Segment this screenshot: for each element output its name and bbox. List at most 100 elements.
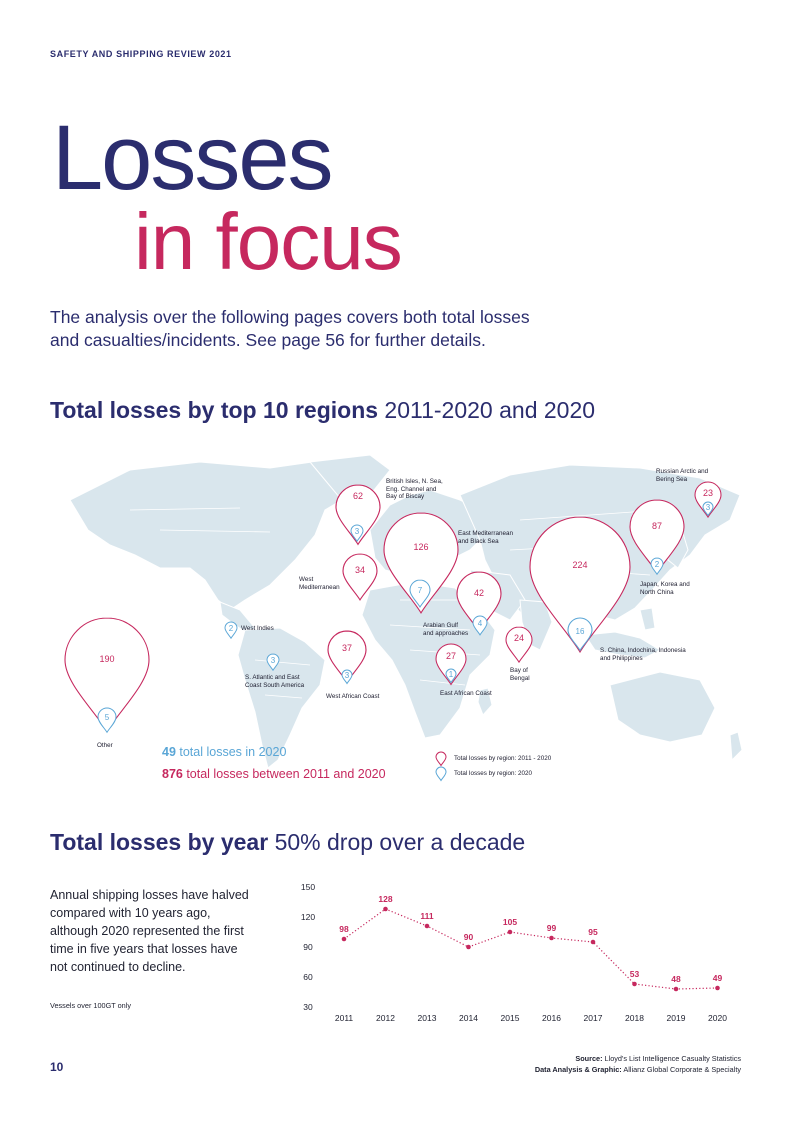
stat-2020: 49 total losses in 2020 [162, 745, 287, 759]
data-point [507, 929, 513, 935]
data-point [632, 981, 637, 987]
data-point [383, 906, 388, 912]
data-label: 111 [420, 911, 434, 921]
data-point [424, 923, 430, 929]
label-japan: Japan, Korea and North China [640, 581, 690, 596]
north-america-shape [69, 457, 371, 611]
south-america-shape [237, 627, 326, 769]
label-westindies: West Indies [241, 625, 274, 632]
y-tick-label: 90 [303, 942, 313, 952]
x-tick-label: 2020 [708, 1013, 727, 1023]
value-british-2020: 3 [355, 527, 360, 536]
value-westafrica-decade: 37 [342, 643, 352, 653]
label-russian: Russian Arctic and Bering Sea [656, 468, 709, 483]
value-westmed-decade: 34 [355, 565, 365, 575]
label-satlantic: S. Atlantic and East Coast South America [245, 674, 305, 689]
x-tick-label: 2017 [584, 1013, 603, 1023]
australia-shape [609, 671, 716, 743]
philippines-shape [639, 607, 656, 631]
year-section-title: Total losses by year 50% drop over a dec… [50, 829, 525, 856]
value-japan-decade: 87 [652, 521, 662, 531]
value-russian-2020: 3 [706, 503, 711, 512]
value-eastmed-2020: 7 [418, 586, 423, 595]
header-label: SAFETY AND SHIPPING REVIEW 2021 [50, 49, 232, 59]
label-westafrica: West African Coast [326, 693, 380, 700]
legend-2020-icon [436, 767, 446, 781]
value-westafrica-2020: 3 [345, 671, 350, 680]
data-label: 48 [671, 974, 681, 984]
value-schina-2020: 16 [576, 627, 585, 636]
y-tick-label: 120 [301, 912, 315, 922]
regions-section-title: Total losses by top 10 regions 2011-2020… [50, 397, 595, 424]
data-label: 53 [630, 969, 640, 979]
x-tick-label: 2011 [335, 1013, 354, 1023]
data-label: 49 [713, 973, 723, 983]
data-point [341, 936, 347, 942]
regions-title-rest: 2011-2020 and 2020 [378, 397, 596, 423]
page-title-line2: in focus [134, 197, 403, 286]
label-eastmed: East Mediterranean and Black Sea [458, 530, 513, 545]
source-credit: Source: Lloyd's List Intelligence Casual… [534, 1054, 741, 1074]
value-eastmed-decade: 126 [413, 542, 428, 552]
data-point [590, 939, 596, 945]
x-tick-label: 2012 [376, 1013, 395, 1023]
data-label: 99 [547, 923, 557, 933]
value-arabian-2020: 4 [478, 619, 483, 628]
value-eastafrica-2020: 1 [449, 670, 454, 679]
label-british: British Isles, N. Sea, Eng. Channel and … [386, 478, 443, 500]
y-tick-label: 30 [303, 1002, 313, 1012]
x-tick-label: 2018 [625, 1013, 644, 1023]
data-label: 98 [339, 924, 349, 934]
label-bengal: Bay of Bengal [510, 667, 530, 682]
legend-decade-label: Total losses by region: 2011 - 2020 [454, 755, 552, 762]
year-title-bold: Total losses by year [50, 829, 269, 855]
x-tick-label: 2016 [542, 1013, 561, 1023]
label-eastafrica: East African Coast [440, 690, 492, 697]
year-title-rest: 50% drop over a decade [268, 829, 526, 855]
series-line [343, 908, 718, 990]
value-japan-2020: 2 [655, 560, 660, 569]
page-title-line1: Losses [52, 107, 333, 209]
value-arabian-decade: 42 [474, 588, 484, 598]
x-tick-label: 2014 [459, 1013, 478, 1023]
value-russian-decade: 23 [703, 488, 713, 498]
data-label: 95 [588, 927, 598, 937]
intro-line1: The analysis over the following pages co… [50, 307, 530, 327]
intro-line2: and casualties/incidents. See page 56 fo… [50, 330, 486, 350]
value-westindies-2020: 2 [229, 624, 234, 633]
data-point [673, 986, 679, 992]
losses-by-year-chart: 150 120 90 60 30 2011 2012 2013 2014 2015 2016 2017… [301, 882, 727, 1023]
new-zealand-shape [729, 731, 743, 762]
label-arabian: Arabian Gulf and approaches [423, 622, 469, 637]
value-british-decade: 62 [353, 491, 363, 501]
page-number: 10 [50, 1060, 64, 1074]
label-schina: S. China, Indochina, Indonesia and Phili… [600, 647, 686, 662]
regions-title-bold: Total losses by top 10 regions [50, 397, 379, 423]
value-schina-decade: 224 [572, 560, 587, 570]
legend-decade-icon [436, 752, 446, 766]
label-other: Other [97, 742, 113, 749]
x-tick-label: 2019 [667, 1013, 686, 1023]
data-label: 128 [378, 894, 392, 904]
value-bengal-decade: 24 [514, 633, 524, 643]
y-tick-label: 150 [301, 882, 315, 892]
value-satlantic-2020: 3 [271, 656, 276, 665]
value-other-decade: 190 [99, 654, 114, 664]
madagascar-shape [477, 687, 493, 716]
data-point [549, 935, 554, 941]
data-label: 105 [503, 917, 517, 927]
stat-decade: 876 total losses between 2011 and 2020 [162, 767, 386, 781]
legend-2020-label: Total losses by region: 2020 [454, 770, 533, 777]
data-point [466, 944, 471, 950]
year-description: Annual shipping losses have halved compa… [50, 888, 249, 974]
vessels-note: Vessels over 100GT only [50, 1001, 131, 1010]
data-label: 90 [464, 932, 474, 942]
x-tick-label: 2013 [418, 1013, 437, 1023]
label-westmed: West Mediterranean [299, 576, 340, 591]
value-other-2020: 5 [105, 713, 110, 722]
x-tick-label: 2015 [501, 1013, 520, 1023]
value-eastafrica-decade: 27 [446, 651, 456, 661]
y-tick-label: 60 [303, 972, 313, 982]
data-point [715, 985, 720, 991]
